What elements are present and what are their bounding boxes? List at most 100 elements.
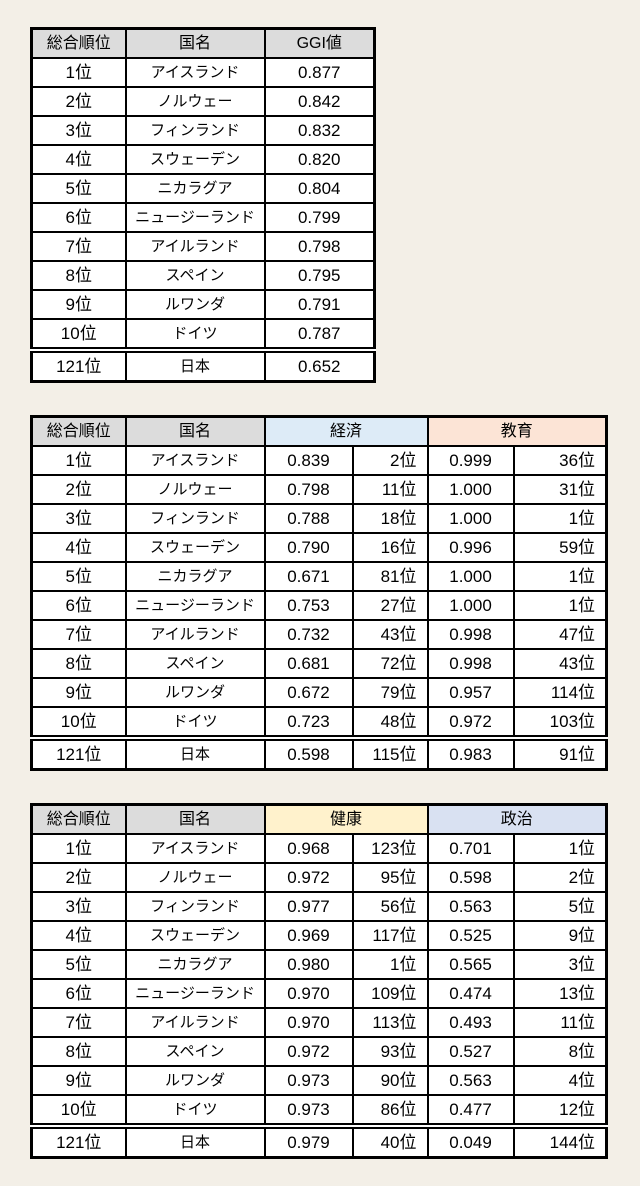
table-row: 6位 ニュージーランド 0.799 (30, 202, 376, 233)
health-value-cell: 0.970 (263, 978, 354, 1009)
country-cell: ルワンダ (124, 289, 266, 320)
health-value-cell: 0.977 (263, 891, 354, 922)
table-row: 3位 フィンランド 0.977 56位 0.563 5位 (30, 891, 608, 922)
overall-rank-cell: 3位 (30, 503, 127, 534)
politics-rank-cell: 9位 (512, 920, 608, 951)
table-row: 6位 ニュージーランド 0.970 109位 0.474 13位 (30, 978, 608, 1009)
economy-value-cell: 0.798 (263, 474, 354, 505)
politics-rank-cell: 2位 (512, 862, 608, 893)
health-value-cell: 0.973 (263, 1065, 354, 1096)
country-cell: スペイン (124, 1036, 266, 1067)
politics-value-cell: 0.563 (426, 891, 515, 922)
country-cell: ニュージーランド (124, 202, 266, 233)
overall-rank-cell: 3位 (30, 115, 127, 146)
education-rank-cell: 43位 (512, 648, 608, 679)
table-row: 8位 スペイン 0.972 93位 0.527 8位 (30, 1036, 608, 1067)
country-cell: ドイツ (124, 318, 266, 351)
country-cell: スウェーデン (124, 920, 266, 951)
table-row: 10位 ドイツ 0.787 (30, 318, 376, 351)
health-rank-cell: 95位 (351, 862, 429, 893)
country-cell: ルワンダ (124, 677, 266, 708)
table-row: 1位 アイスランド 0.968 123位 0.701 1位 (30, 833, 608, 864)
politics-value-cell: 0.474 (426, 978, 515, 1009)
health-value-cell: 0.980 (263, 949, 354, 980)
overall-rank-cell: 121位 (30, 1123, 127, 1159)
country-cell: ニュージーランド (124, 978, 266, 1009)
education-value-cell: 0.983 (426, 735, 515, 771)
overall-rank-cell: 9位 (30, 289, 127, 320)
politics-rank-cell: 12位 (512, 1094, 608, 1127)
economy-value-cell: 0.839 (263, 445, 354, 476)
overall-rank-cell: 7位 (30, 231, 127, 262)
column-header-country: 国名 (124, 803, 266, 835)
economy-rank-cell: 18位 (351, 503, 429, 534)
education-value-cell: 0.999 (426, 445, 515, 476)
overall-rank-cell: 7位 (30, 619, 127, 650)
overall-rank-cell: 9位 (30, 677, 127, 708)
column-header-country: 国名 (124, 27, 266, 59)
education-rank-cell: 91位 (512, 735, 608, 771)
table-row: 121位 日本 0.598 115位 0.983 91位 (30, 735, 608, 771)
overall-rank-cell: 6位 (30, 978, 127, 1009)
overall-rank-cell: 1位 (30, 445, 127, 476)
education-value-cell: 1.000 (426, 474, 515, 505)
column-header-overall-rank: 総合順位 (30, 803, 127, 835)
health-rank-cell: 86位 (351, 1094, 429, 1127)
overall-rank-cell: 5位 (30, 561, 127, 592)
education-rank-cell: 59位 (512, 532, 608, 563)
overall-rank-cell: 2位 (30, 86, 127, 117)
country-cell: ニカラグア (124, 561, 266, 592)
politics-rank-cell: 5位 (512, 891, 608, 922)
education-rank-cell: 103位 (512, 706, 608, 739)
health-rank-cell: 113位 (351, 1007, 429, 1038)
country-cell: スウェーデン (124, 532, 266, 563)
column-header-ggi-value: GGI値 (263, 27, 376, 59)
politics-value-cell: 0.493 (426, 1007, 515, 1038)
health-value-cell: 0.973 (263, 1094, 354, 1127)
country-cell: アイルランド (124, 231, 266, 262)
table-row: 8位 スペイン 0.681 72位 0.998 43位 (30, 648, 608, 679)
table-row: 2位 ノルウェー 0.972 95位 0.598 2位 (30, 862, 608, 893)
ggi-value-cell: 0.795 (263, 260, 376, 291)
column-header-education: 教育 (426, 415, 608, 447)
economy-rank-cell: 79位 (351, 677, 429, 708)
table-row: 10位 ドイツ 0.723 48位 0.972 103位 (30, 706, 608, 739)
education-value-cell: 0.996 (426, 532, 515, 563)
column-header-politics: 政治 (426, 803, 608, 835)
health-rank-cell: 93位 (351, 1036, 429, 1067)
country-cell: 日本 (124, 347, 266, 383)
country-cell: アイスランド (124, 57, 266, 88)
ggi-value-cell: 0.842 (263, 86, 376, 117)
table-row: 4位 スウェーデン 0.969 117位 0.525 9位 (30, 920, 608, 951)
ggi-value-cell: 0.820 (263, 144, 376, 175)
overall-rank-cell: 2位 (30, 862, 127, 893)
country-cell: ドイツ (124, 706, 266, 739)
economy-rank-cell: 11位 (351, 474, 429, 505)
country-cell: フィンランド (124, 503, 266, 534)
education-value-cell: 0.957 (426, 677, 515, 708)
economy-rank-cell: 115位 (351, 735, 429, 771)
ggi-value-cell: 0.832 (263, 115, 376, 146)
politics-rank-cell: 4位 (512, 1065, 608, 1096)
table-row: 5位 ニカラグア 0.671 81位 1.000 1位 (30, 561, 608, 592)
column-header-overall-rank: 総合順位 (30, 27, 127, 59)
politics-value-cell: 0.701 (426, 833, 515, 864)
health-rank-cell: 1位 (351, 949, 429, 980)
country-cell: ノルウェー (124, 86, 266, 117)
overall-rank-cell: 5位 (30, 949, 127, 980)
education-rank-cell: 36位 (512, 445, 608, 476)
table-row: 3位 フィンランド 0.788 18位 1.000 1位 (30, 503, 608, 534)
table-row: 121位 日本 0.979 40位 0.049 144位 (30, 1123, 608, 1159)
overall-rank-cell: 6位 (30, 590, 127, 621)
country-cell: スウェーデン (124, 144, 266, 175)
politics-rank-cell: 1位 (512, 833, 608, 864)
overall-rank-cell: 1位 (30, 57, 127, 88)
health-politics-table: 総合順位 国名 健康 政治 1位 アイスランド 0.968 123位 0.701 1位 2位 ノルウェ… (30, 803, 609, 1159)
country-cell: アイルランド (124, 1007, 266, 1038)
ggi-value-cell: 0.652 (263, 347, 376, 383)
table-row: 1位 アイスランド 0.877 (30, 57, 376, 88)
politics-rank-cell: 8位 (512, 1036, 608, 1067)
economy-rank-cell: 27位 (351, 590, 429, 621)
education-value-cell: 1.000 (426, 590, 515, 621)
